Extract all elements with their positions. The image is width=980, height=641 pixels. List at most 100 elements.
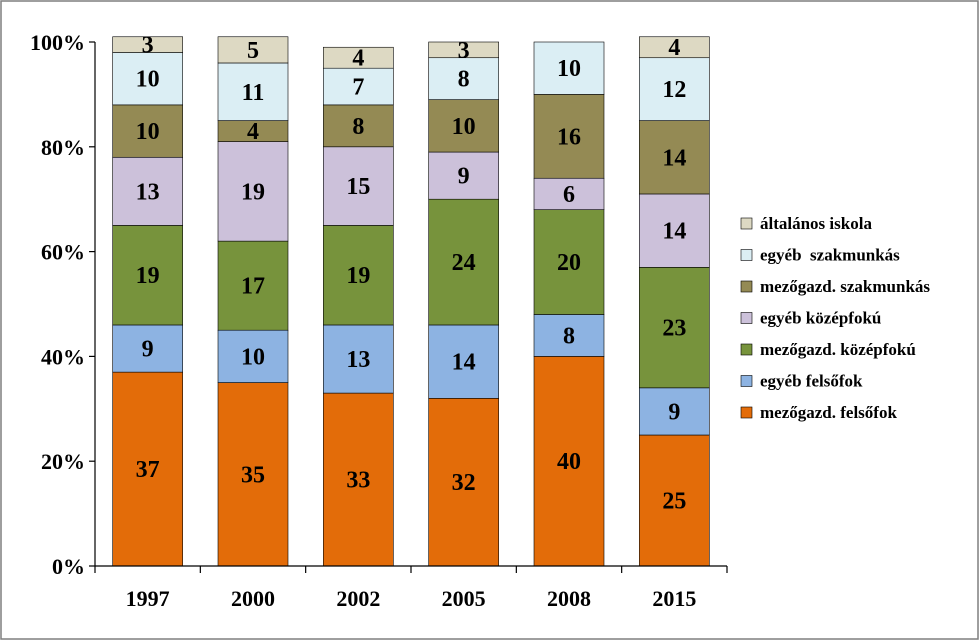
axes: 0%20%40%60%80%100%1997 2000 2002 2005 2008 20… xyxy=(30,30,728,611)
legend-label: egyéb szakmunkás xyxy=(760,246,900,265)
y-tick-label: 100% xyxy=(30,30,85,55)
bar-segment xyxy=(323,225,394,326)
data-label: 8 xyxy=(352,114,364,140)
data-label: 13 xyxy=(346,347,370,373)
bar-segment xyxy=(428,198,499,326)
data-label: 24 xyxy=(452,250,476,276)
y-tick-label: 80% xyxy=(41,135,85,160)
bar-segment xyxy=(639,36,710,59)
data-label: 10 xyxy=(452,114,476,140)
data-label: 10 xyxy=(136,67,160,93)
data-label: 23 xyxy=(662,316,686,342)
data-label: 19 xyxy=(346,263,370,289)
bar-segment xyxy=(533,41,605,95)
x-tick-label: 2005 xyxy=(442,586,486,611)
legend-label: általános iskola xyxy=(760,214,872,233)
bar-segment xyxy=(639,267,710,389)
legend: általános iskola egyéb szakmunkás mezőgazd… xyxy=(740,214,930,422)
bar-segment xyxy=(112,371,183,567)
legend-label: mezőgazd. középfokú xyxy=(760,340,916,359)
data-label: 6 xyxy=(563,182,575,208)
x-tick-label: 2015 xyxy=(652,586,696,611)
legend-label: mezőgazd. szakmunkás xyxy=(760,277,930,296)
bar-segment xyxy=(428,99,499,153)
data-label: 11 xyxy=(242,80,265,106)
data-label: 8 xyxy=(563,323,575,349)
bar-segment xyxy=(428,151,499,200)
data-label: 40 xyxy=(557,449,581,475)
data-label: 10 xyxy=(241,344,265,370)
data-label: 5 xyxy=(247,38,259,64)
bars xyxy=(112,36,710,567)
x-tick-label: 1997 xyxy=(126,586,170,611)
data-label: 12 xyxy=(662,77,686,103)
bar-segment xyxy=(428,398,499,567)
bar-segment xyxy=(533,94,605,179)
data-label: 9 xyxy=(142,337,154,363)
data-label: 19 xyxy=(136,263,160,289)
data-label: 13 xyxy=(136,179,160,205)
legend-swatch xyxy=(740,406,753,419)
data-label: 14 xyxy=(452,350,476,376)
data-label: 4 xyxy=(668,35,680,61)
bar-segment xyxy=(639,434,710,567)
data-label: 35 xyxy=(241,462,265,488)
bar-segment xyxy=(428,41,499,59)
data-label: 4 xyxy=(352,46,364,72)
bar-segment xyxy=(217,62,289,121)
data-label: 37 xyxy=(136,457,160,483)
data-label: 9 xyxy=(668,399,680,425)
data-label: 3 xyxy=(142,33,154,59)
legend-swatch xyxy=(740,249,753,261)
bar-segment xyxy=(428,324,499,399)
bar-segment xyxy=(112,52,183,106)
bar-segment xyxy=(217,36,289,64)
bar-segment xyxy=(639,57,710,121)
bar-segment xyxy=(112,36,183,53)
data-label: 10 xyxy=(136,119,160,145)
bar-segment xyxy=(217,382,289,567)
legend-label: mezőgazd. felsőfok xyxy=(760,403,897,422)
bar-segment xyxy=(112,225,183,326)
bar-segment xyxy=(639,387,710,436)
data-label: 14 xyxy=(662,145,686,171)
bar-segment xyxy=(323,46,394,69)
data-label: 17 xyxy=(241,274,265,300)
legend-swatch xyxy=(740,312,753,324)
data-label: 14 xyxy=(662,219,686,245)
y-tick-label: 40% xyxy=(41,344,85,369)
data-labels: 37 9 19 13 10 10 3 35 10 17 19 4 11 5 33 13 19 15 8 7 4 32 14 2… xyxy=(136,33,687,515)
bar-segment xyxy=(323,146,394,226)
bar-segment xyxy=(112,156,183,226)
legend-swatch xyxy=(740,217,753,230)
bar-segment xyxy=(217,141,289,242)
x-tick-label: 2002 xyxy=(336,586,380,611)
data-label: 9 xyxy=(458,164,470,190)
legend-label: egyéb középfokú xyxy=(760,309,881,328)
y-tick-label: 60% xyxy=(41,240,85,265)
x-tick-label: 2000 xyxy=(231,586,275,611)
bar-segment xyxy=(533,356,605,567)
bar-segment xyxy=(323,392,394,567)
data-label: 25 xyxy=(662,489,686,515)
bar-segment xyxy=(428,57,499,100)
legend-swatch xyxy=(740,280,753,293)
data-label: 15 xyxy=(346,174,370,200)
data-label: 16 xyxy=(557,124,581,150)
data-label: 20 xyxy=(557,250,581,276)
y-tick-label: 0% xyxy=(52,554,85,579)
bar-segment xyxy=(217,329,289,383)
data-label: 10 xyxy=(557,56,581,82)
y-tick-label: 20% xyxy=(41,449,85,474)
data-label: 33 xyxy=(346,468,370,494)
data-label: 4 xyxy=(247,119,259,145)
data-label: 32 xyxy=(452,470,476,496)
legend-label: egyéb felsőfok xyxy=(760,372,863,391)
data-label: 7 xyxy=(352,75,364,101)
bar-segment xyxy=(217,240,289,331)
data-label: 19 xyxy=(241,179,265,205)
legend-swatch xyxy=(740,343,753,356)
bar-segment xyxy=(323,324,394,394)
